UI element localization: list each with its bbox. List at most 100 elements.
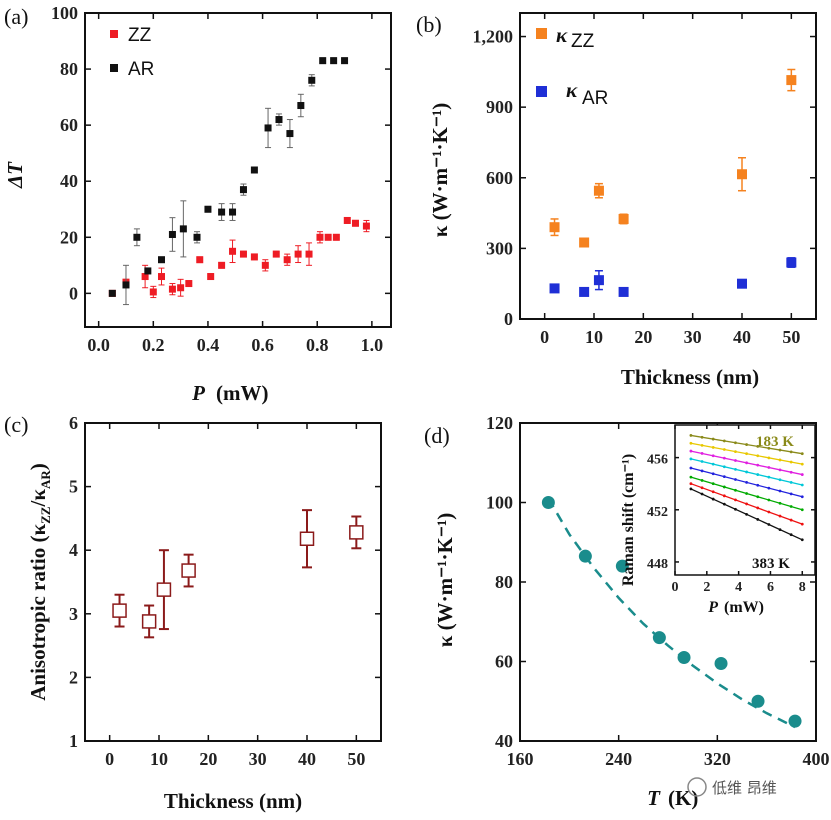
inset-point: [711, 490, 715, 494]
inset-point: [756, 444, 760, 448]
panel-d-xlabel-unit: (K): [668, 786, 698, 810]
zz-point: [343, 216, 351, 224]
inset-point: [722, 465, 726, 469]
panel-c-ylabel-sub1: ZZ: [38, 506, 53, 524]
y-tick-label: 0: [504, 309, 513, 329]
inset-point: [767, 446, 771, 450]
y-tick-label: 40: [60, 171, 78, 191]
x-tick-label: 40: [298, 749, 316, 769]
ar-point: [264, 124, 272, 132]
inset-point: [756, 463, 760, 467]
inset-point: [745, 492, 748, 495]
y-tick-label: 100: [51, 3, 78, 23]
inset-point: [689, 482, 693, 486]
watermark-logo-icon: [687, 777, 707, 797]
legend-ar-marker: [110, 64, 118, 72]
inset-point: [734, 498, 737, 502]
panel-a-label: (a): [4, 4, 28, 29]
x-tick-label: 0.2: [142, 335, 165, 355]
inset-point: [789, 470, 793, 474]
ar-point: [308, 76, 316, 84]
inset-point: [756, 518, 760, 521]
ar-point: [250, 166, 258, 174]
inset-point: [789, 460, 793, 464]
ar-point: [286, 130, 294, 138]
legend-kar-sub: AR: [582, 88, 608, 109]
panel-d-marks: [541, 496, 802, 729]
inset-point: [722, 502, 726, 506]
legend-kzz-sub: ZZ: [571, 31, 595, 52]
x-tick-label: 10: [585, 327, 603, 347]
y-tick-label: 60: [495, 652, 513, 672]
ar-point: [618, 286, 629, 297]
ar-point: [204, 205, 212, 213]
zz-point: [141, 273, 149, 281]
inset-point: [711, 472, 715, 476]
inset-point: [756, 473, 760, 476]
y-tick-label: 4: [69, 540, 78, 560]
kappa-point: [677, 651, 691, 665]
ratio-point: [349, 525, 364, 540]
x-tick-label: 10: [150, 749, 168, 769]
kappa-point: [541, 496, 555, 509]
y-tick-label: 1,200: [473, 27, 514, 47]
x-tick-label: 1.0: [361, 335, 384, 355]
y-tick-label: 448: [647, 557, 668, 572]
x-tick-label: 0.4: [197, 335, 220, 355]
inset-point: [767, 466, 771, 469]
zz-point: [316, 233, 324, 241]
inset-point: [800, 452, 804, 456]
inset-point: [745, 461, 748, 465]
y-tick-label: 3: [69, 604, 78, 624]
x-tick-label: 0.6: [251, 335, 274, 355]
y-tick-label: 1: [69, 731, 78, 751]
y-tick-label: 80: [60, 59, 78, 79]
x-tick-label: 30: [249, 749, 267, 769]
ar-point: [239, 186, 247, 194]
x-tick-label: 30: [684, 327, 702, 347]
panel-c-yticks: 1 2 3 4 5 6: [69, 413, 381, 751]
kappa-point: [714, 656, 728, 670]
ar-point: [158, 256, 165, 264]
y-tick-label: 456: [647, 453, 668, 468]
zz-point: [272, 250, 280, 258]
inset-point: [734, 459, 737, 462]
panel-d-label: (d): [424, 423, 450, 448]
inset-point: [789, 518, 793, 522]
inset-top-label: 183 K: [756, 434, 794, 450]
ar-point: [275, 116, 283, 124]
legend-zz-label: ZZ: [128, 25, 152, 46]
inset-point: [689, 475, 693, 479]
y-tick-label: 452: [647, 505, 668, 520]
inset-point: [711, 454, 715, 458]
inset-point: [767, 456, 771, 460]
ratio-point: [299, 531, 315, 547]
panel-c-xticks: 0 10 20 30 40 50: [105, 423, 365, 769]
inset-frame: [674, 424, 816, 576]
inset-point: [745, 452, 748, 456]
inset-point: [745, 512, 748, 516]
panel-b-xticks: 0 10 20 30 40 50: [540, 13, 800, 347]
inset-point: [778, 514, 782, 518]
zz-point: [579, 237, 590, 248]
zz-point: [549, 222, 560, 233]
y-tick-label: 100: [486, 493, 513, 513]
inset-point: [778, 448, 782, 452]
inset-point: [789, 480, 793, 484]
panel-a-xticks: 0.0 0.2 0.4 0.6 0.8 1.0: [87, 13, 383, 355]
zz-point: [239, 250, 247, 258]
zz-point: [294, 250, 302, 258]
y-tick-label: 120: [486, 413, 513, 433]
legend-zz-marker: [110, 30, 118, 38]
zz-point: [351, 219, 359, 227]
y-tick-label: 80: [495, 572, 513, 592]
inset-point: [756, 506, 760, 510]
zz-point: [196, 256, 204, 264]
panel-c-xlabel: Thickness (nm): [164, 789, 302, 813]
panel-c-ylabel-suffix: ): [26, 463, 50, 470]
zz-point: [362, 222, 370, 230]
panel-c: (c) 0 10 20 30 40 50 1 2 3 4 5 6 Anisotropic ratio…: [4, 412, 382, 813]
zz-point: [324, 233, 332, 241]
zz-point: [229, 247, 237, 255]
zz-point: [218, 261, 226, 269]
